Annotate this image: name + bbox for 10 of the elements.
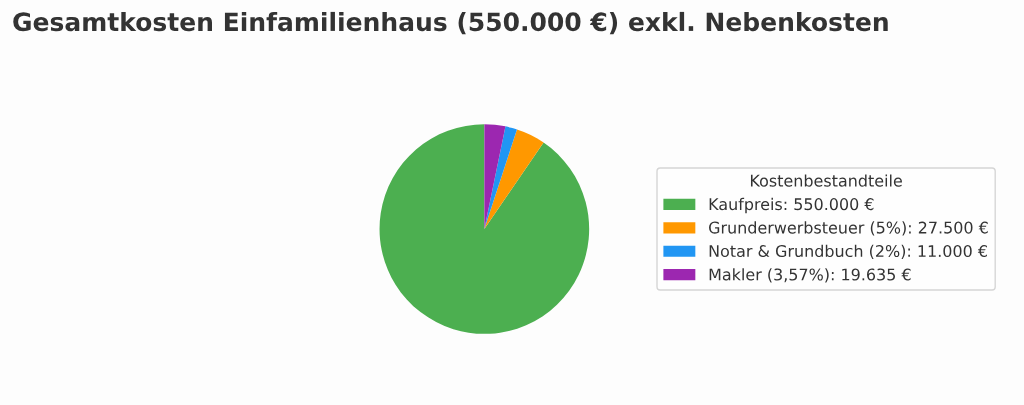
- pie-slice: [484, 126, 517, 230]
- legend-label: Kaufpreis: 550.000 €: [709, 197, 874, 214]
- legend-label: Notar & Grundbuch (2%): 11.000 €: [709, 244, 987, 259]
- legend-label: Makler (3,57%): 19.635 €: [709, 268, 911, 283]
- legend-title: Kostenbestandteile: [750, 174, 902, 187]
- chart-title: Gesamtkosten Einfamilienhaus (550.000 €) exkl. Nebenkosten: [13, 11, 888, 35]
- pie-slice: [484, 124, 506, 230]
- pie-slice: [484, 129, 544, 230]
- pie-slice: [379, 124, 590, 334]
- legend-label: Grunderwerbsteuer (5%): 27.500 €: [709, 221, 988, 236]
